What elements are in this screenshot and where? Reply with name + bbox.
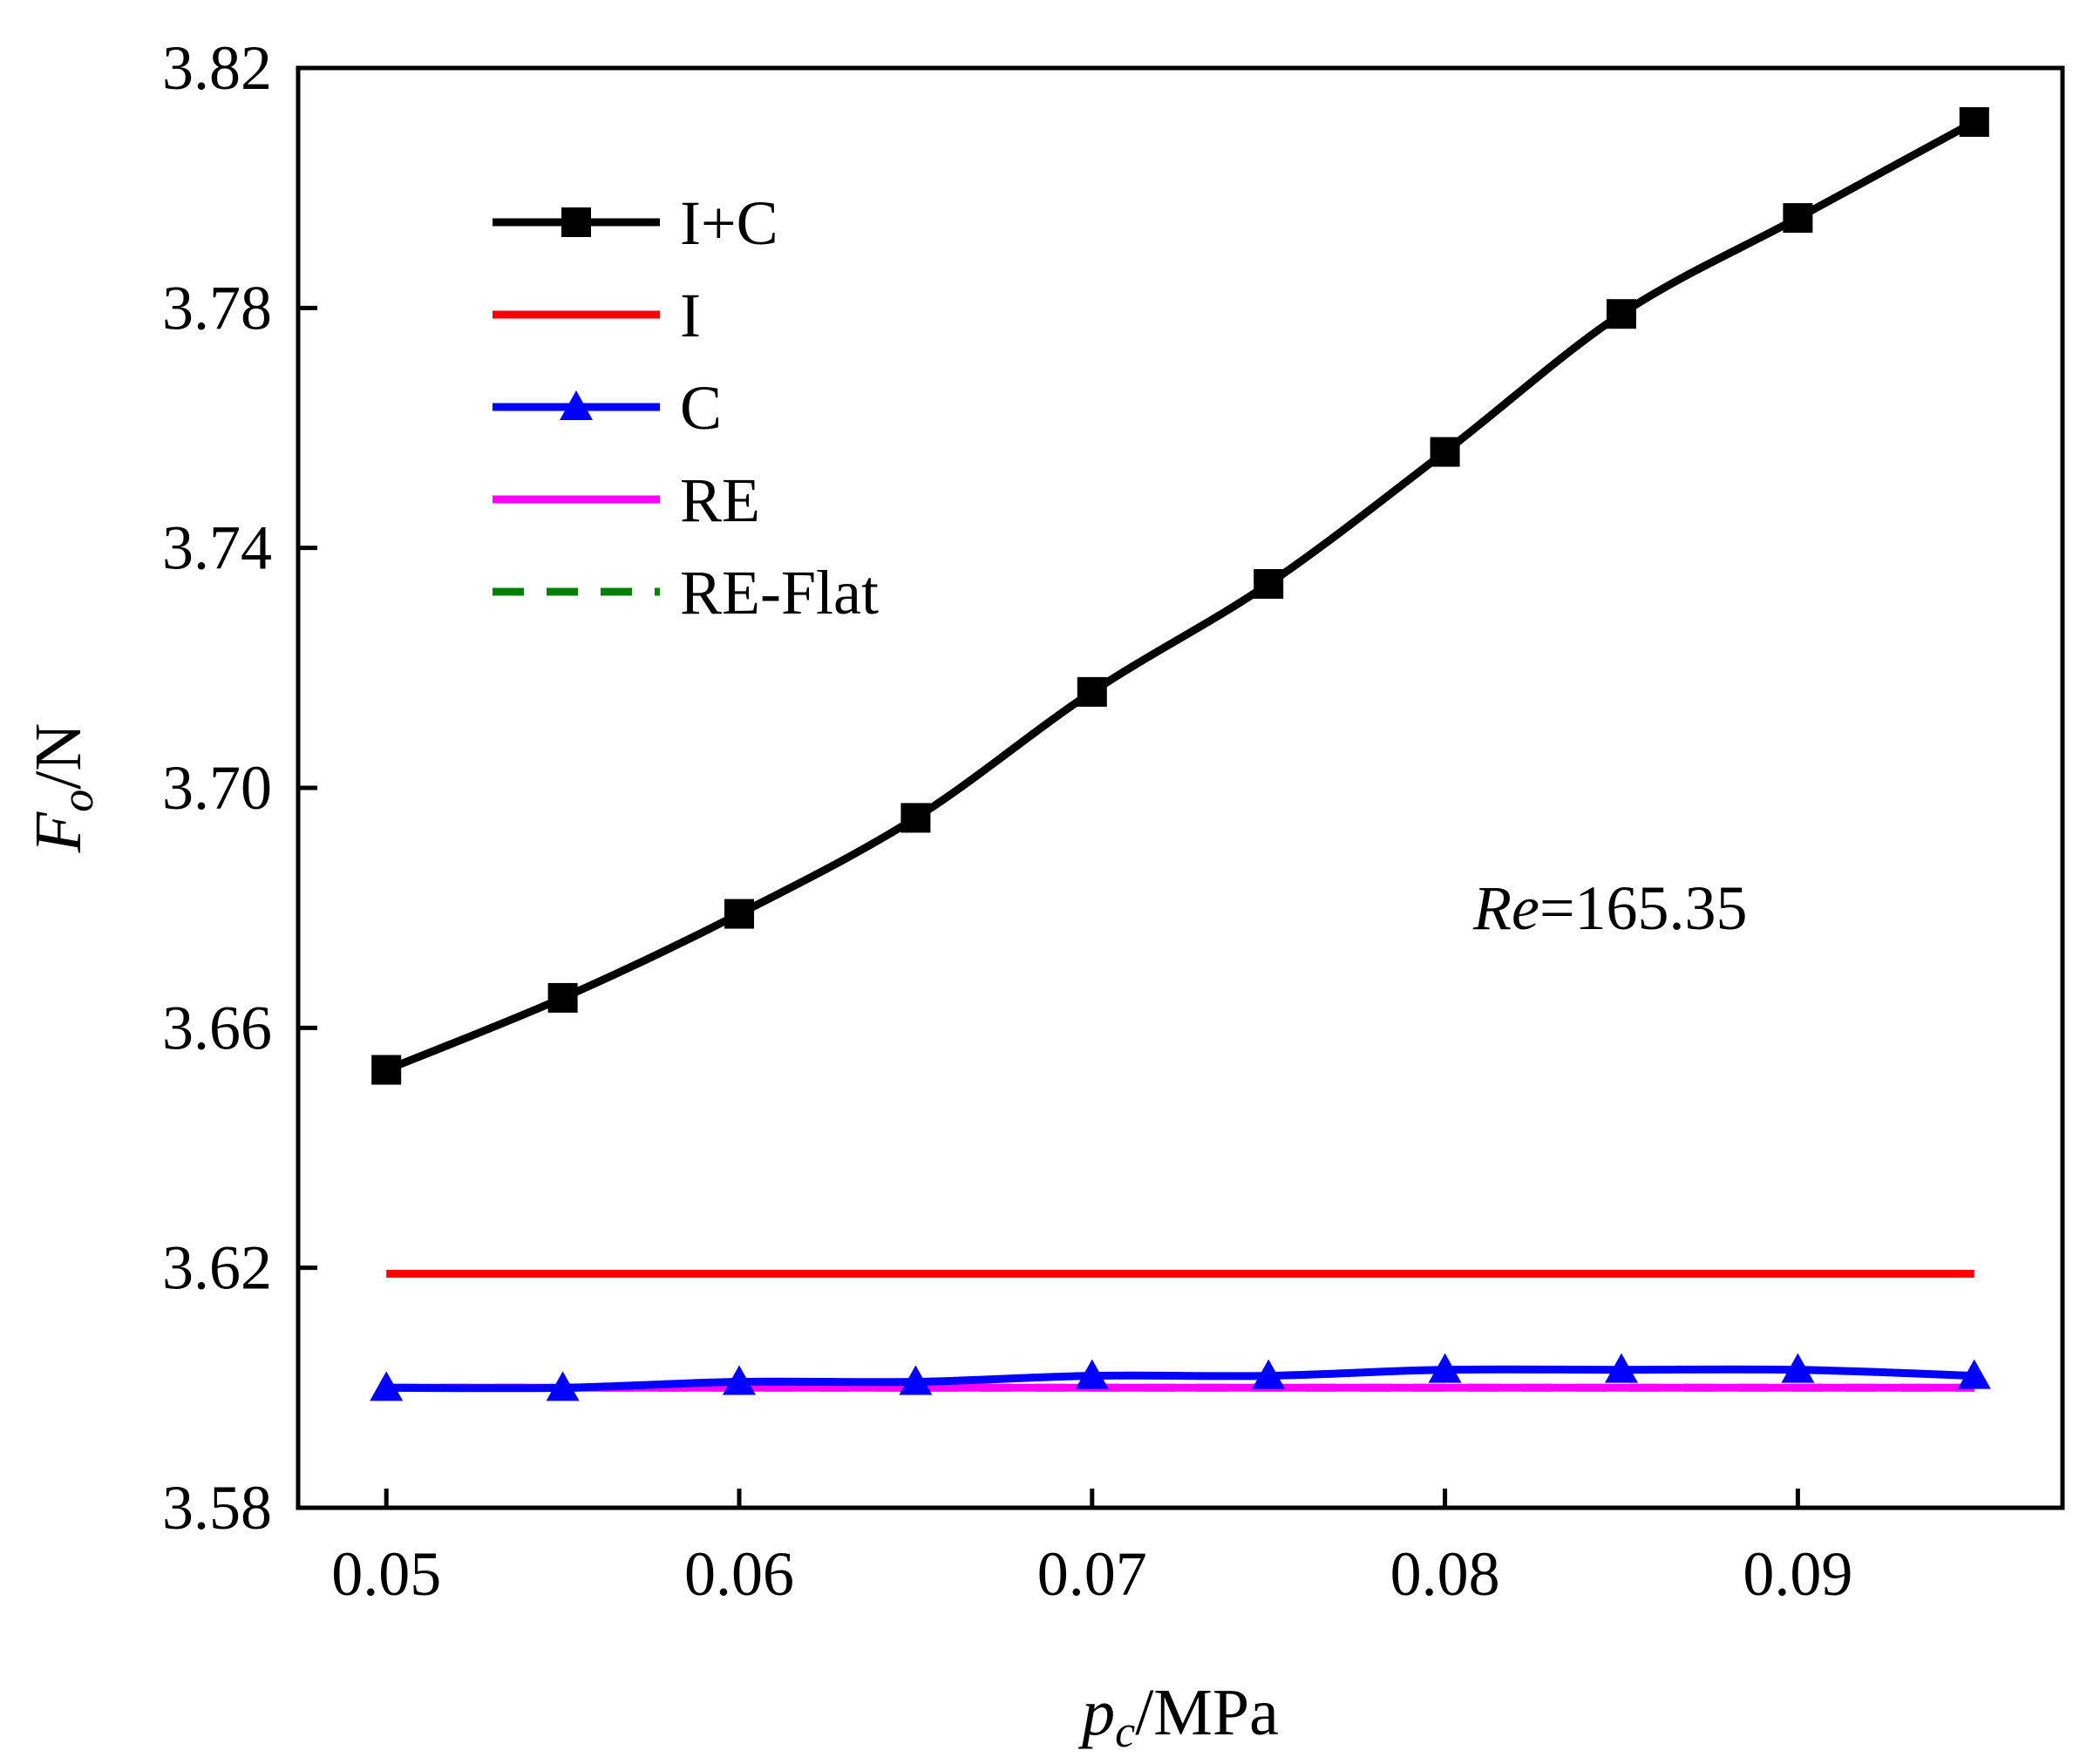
data-point-c — [370, 1371, 404, 1401]
data-point-c — [1605, 1353, 1638, 1383]
series-i-c — [371, 106, 1989, 1085]
legend-label: RE — [680, 465, 760, 535]
data-point-i-c — [1430, 437, 1460, 467]
re-annotation-symbol: Re — [1472, 873, 1539, 943]
legend-item-c: C — [493, 373, 722, 443]
data-point-c — [546, 1371, 580, 1401]
y-tick-label: 3.82 — [162, 33, 272, 103]
y-axis-title-symbol: F — [22, 811, 95, 853]
x-axis-title-unit: /MPa — [1135, 1676, 1279, 1749]
data-point-c — [1781, 1353, 1815, 1383]
data-point-c — [1075, 1359, 1109, 1389]
x-tick-label: 0.06 — [684, 1539, 794, 1609]
data-point-i-c — [900, 803, 931, 833]
x-tick-label: 0.09 — [1743, 1539, 1852, 1609]
x-axis-title-subscript: c — [1115, 1707, 1135, 1757]
y-axis: 3.58 3.62 3.66 3.70 3.74 3.78 3.82 — [162, 33, 317, 1543]
data-point-i-c — [1254, 568, 1284, 599]
plot-area — [370, 106, 1991, 1401]
legend-label: RE-Flat — [680, 558, 879, 628]
y-tick-label: 3.74 — [162, 513, 272, 583]
x-tick-label: 0.08 — [1390, 1539, 1500, 1609]
legend-item-re: RE — [493, 465, 760, 535]
y-tick-label: 3.62 — [162, 1233, 272, 1303]
data-point-i-c — [1607, 299, 1636, 329]
y-tick-label: 3.66 — [162, 993, 272, 1062]
axes-frame — [296, 65, 2065, 1510]
data-point-c — [1252, 1359, 1286, 1389]
x-tick-label: 0.07 — [1037, 1539, 1147, 1609]
re-annotation-value: =165.35 — [1539, 873, 1748, 943]
data-point-i-c — [371, 1055, 402, 1085]
legend: I+C IC RE RE-Flat — [493, 188, 879, 628]
legend-label: C — [680, 373, 722, 443]
legend-item-re-flat: RE-Flat — [493, 558, 879, 628]
y-tick-label: 3.70 — [162, 753, 272, 823]
data-point-i-c — [724, 899, 754, 929]
data-point-c — [1428, 1353, 1462, 1383]
data-point-i-c — [1783, 203, 1813, 234]
legend-item-i-c: I+C — [493, 188, 778, 258]
data-point-i-c — [1077, 676, 1107, 707]
y-tick-label: 3.58 — [162, 1473, 272, 1543]
data-point-c — [1957, 1359, 1991, 1389]
series-line-c — [386, 1365, 1974, 1393]
y-tick-label: 3.78 — [162, 273, 272, 343]
x-tick-label: 0.05 — [331, 1539, 441, 1609]
y-axis-title: Fo/N — [22, 723, 103, 853]
legend-item-i: I — [493, 281, 701, 350]
re-annotation: Re=165.35 — [1472, 873, 1748, 943]
legend-label: I+C — [680, 188, 778, 258]
y-axis-title-subscript: o — [53, 790, 103, 812]
legend-marker — [561, 207, 591, 237]
y-axis-title-unit: /N — [22, 723, 95, 790]
data-point-i-c — [1959, 106, 1989, 137]
x-axis: 0.05 0.06 0.07 0.08 0.09 — [331, 1489, 1852, 1609]
data-point-c — [723, 1365, 756, 1395]
data-point-i-c — [547, 982, 578, 1013]
legend-label: I — [680, 281, 701, 350]
x-axis-title: pc/MPa — [1077, 1676, 1279, 1757]
series-c — [370, 1353, 1991, 1401]
x-axis-title-symbol: p — [1077, 1676, 1115, 1749]
data-point-c — [899, 1365, 933, 1395]
series-line-i-c — [384, 118, 1976, 1074]
legend-marker — [560, 390, 593, 420]
